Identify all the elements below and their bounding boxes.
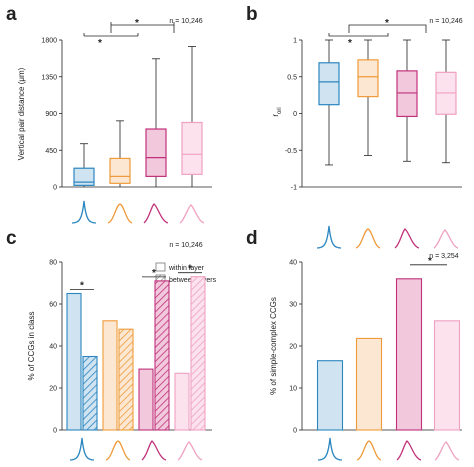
c-bar-between [190, 276, 206, 431]
c-bar-within [174, 372, 190, 431]
c-bar-within [102, 320, 118, 431]
c-sig-star: * [80, 281, 84, 292]
d-bar [355, 337, 383, 431]
a-sig-bracket [110, 22, 175, 33]
d-waveform-icon [396, 440, 422, 461]
d-waveform-icon [317, 437, 343, 461]
a-sig-bracket [83, 33, 139, 37]
d-y-tick-label: 30 [289, 302, 297, 309]
b-sig-bracket [348, 24, 427, 33]
c-legend-swatch-within [155, 262, 166, 272]
c-bar-within [66, 292, 82, 431]
a-waveform-icon [71, 200, 97, 224]
c-y-tick-label: 0 [53, 428, 57, 435]
a-box [181, 121, 203, 175]
d-bar [433, 320, 461, 431]
panel-a: 0 450 900 1350 1800 Vertical pair distance (μ… [17, 18, 212, 224]
a-box [109, 157, 131, 184]
d-bar [316, 360, 344, 431]
panel-label-c: c [6, 228, 17, 249]
b-y-axis-label: rori [271, 107, 283, 116]
d-y-tick-label: 40 [289, 260, 297, 267]
a-box [73, 167, 95, 186]
a-sig-star: * [135, 18, 139, 29]
b-waveform-icon [394, 228, 420, 249]
c-bar-between [154, 280, 170, 431]
c-y-tick-label: 20 [49, 386, 57, 393]
b-box [318, 62, 340, 106]
b-sig-star: * [385, 18, 389, 29]
a-y-tick-label: 900 [45, 111, 57, 118]
b-y-tick-label: -1 [291, 185, 297, 192]
b-y-tick-label: -0.5 [285, 148, 297, 155]
a-y-axis-label: Vertical pair distance (μm) [17, 67, 26, 160]
b-box [396, 70, 418, 118]
a-y-tick-label: 1350 [41, 74, 57, 81]
a-y-tick-label: 450 [45, 148, 57, 155]
a-box [145, 128, 167, 177]
b-y-tick-label: 1 [293, 38, 297, 45]
b-waveform-icon [433, 229, 459, 249]
d-y-tick-label: 10 [289, 386, 297, 393]
a-waveform-icon [179, 204, 205, 224]
panel-c: 0 20 40 60 80 % of CCGs in class n = 10,246 wit… [27, 242, 217, 461]
d-n-label: n = 3,254 [429, 253, 458, 260]
c-legend-label-within: within layer [168, 265, 205, 272]
d-waveform-icon [434, 441, 460, 461]
b-waveform-icon [316, 225, 342, 249]
c-waveform-icon [141, 440, 167, 461]
panel-d: 0 10 20 30 40 % of simple-complex CCGs n = 3,2… [269, 253, 462, 461]
a-waveform-icon [143, 203, 169, 224]
b-sig-star: * [348, 38, 352, 49]
b-y-tick-label: 0.5 [287, 74, 297, 81]
a-y-tick-label: 0 [53, 185, 57, 192]
panel-b: -1 -0.5 0 0.5 1 rori n = 10,246 * * [271, 18, 463, 249]
b-sig-bracket [328, 33, 389, 37]
panel-label-a: a [6, 4, 17, 25]
d-y-tick-label: 20 [289, 344, 297, 351]
c-y-axis-label: % of CCGs in class [27, 312, 36, 381]
a-n-label: n = 10,246 [169, 18, 202, 25]
c-bar-within [138, 368, 154, 431]
d-sig-star: * [428, 256, 432, 267]
c-bar-between [82, 355, 98, 431]
panel-label-d: d [246, 228, 258, 249]
a-waveform-icon [107, 203, 133, 224]
b-y-axis-label-sub: ori [277, 107, 283, 114]
panel-label-b: b [246, 4, 258, 25]
c-n-label: n = 10,246 [169, 242, 202, 249]
c-sig-star: * [188, 264, 192, 275]
b-y-tick-label: 0 [293, 111, 297, 118]
c-bar-between [118, 328, 134, 431]
b-waveform-icon [355, 228, 381, 249]
c-waveform-icon [105, 440, 131, 461]
d-waveform-icon [356, 440, 382, 461]
b-box [357, 59, 379, 98]
d-y-axis-label: % of simple-complex CCGs [269, 297, 278, 395]
c-sig-star: * [152, 268, 156, 279]
b-n-label: n = 10,246 [429, 18, 462, 25]
c-y-tick-label: 80 [49, 260, 57, 267]
c-y-tick-label: 60 [49, 302, 57, 309]
d-bar [395, 278, 423, 431]
d-y-tick-label: 0 [293, 428, 297, 435]
c-y-tick-label: 40 [49, 344, 57, 351]
c-waveform-icon [69, 437, 95, 461]
c-waveform-icon [177, 441, 203, 461]
b-y-axis-label-main: r [271, 114, 280, 117]
a-sig-star: * [98, 38, 102, 49]
a-y-tick-label: 1800 [41, 38, 57, 45]
